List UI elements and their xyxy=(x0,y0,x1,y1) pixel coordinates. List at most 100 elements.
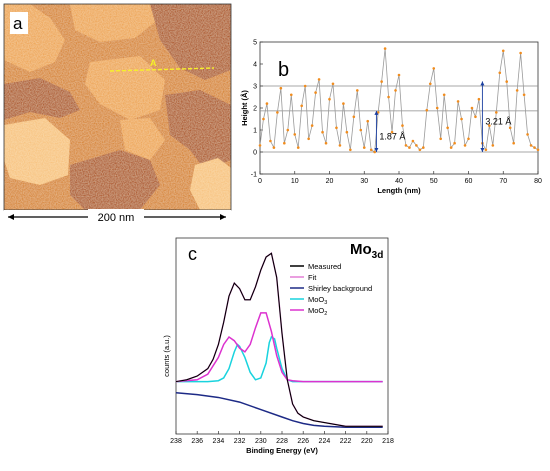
profile-point xyxy=(408,146,411,149)
x-tick-label: 40 xyxy=(395,178,403,185)
afm-terraces xyxy=(4,4,231,210)
profile-point xyxy=(446,126,449,130)
profile-point xyxy=(366,119,370,123)
legend-entry-subscript: 3 xyxy=(324,300,327,306)
profile-point xyxy=(317,78,321,81)
panel-b-label: b xyxy=(278,59,289,81)
legend-entry: Measured xyxy=(308,262,341,271)
profile-point xyxy=(418,148,422,152)
profile-point xyxy=(536,148,540,152)
profile-point xyxy=(449,146,453,149)
y-tick-label: 2 xyxy=(253,106,257,113)
profile-point xyxy=(467,137,470,141)
x-tick-label: 234 xyxy=(213,438,225,445)
profile-point xyxy=(411,139,415,143)
profile-point xyxy=(373,150,376,154)
profile-point xyxy=(286,128,290,132)
profile-line-label: A xyxy=(150,58,157,68)
profile-point xyxy=(463,144,467,147)
x-tick-label: 70 xyxy=(499,178,507,185)
y-tick-label: 3 xyxy=(253,84,257,91)
y-tick-label: 0 xyxy=(253,150,257,157)
profile-point xyxy=(362,146,366,149)
x-tick-label: 20 xyxy=(326,178,334,185)
profile-point xyxy=(508,126,512,130)
x-tick-label: 230 xyxy=(255,438,267,445)
profile-point xyxy=(289,93,293,97)
y-axis-label: counts (a.u.) xyxy=(162,335,171,377)
profile-point xyxy=(460,117,463,121)
legend-entry: MoO2 xyxy=(308,306,327,317)
xps-spectrum-svg: 238 236 234 232 230 228 226 224 222 220 218 Binding… xyxy=(162,237,394,455)
x-tick-label: 238 xyxy=(170,438,182,445)
profile-point xyxy=(425,108,429,112)
x-tick-label: 228 xyxy=(276,438,288,445)
legend-entry: Shirley background xyxy=(308,284,372,293)
scale-bar-label: 200 nm xyxy=(98,212,135,224)
x-tick-label: 236 xyxy=(191,438,203,445)
profile-point xyxy=(296,146,300,149)
x-tick-label: 0 xyxy=(258,178,262,185)
profile-point xyxy=(262,117,265,121)
profile-point xyxy=(335,126,338,130)
y-tick-label: 5 xyxy=(253,40,257,47)
profile-point xyxy=(404,144,408,147)
y-axis-label: Height (Å) xyxy=(240,90,249,126)
arrow-head-icon xyxy=(374,148,379,152)
legend-entry: MoO3 xyxy=(308,295,327,306)
profile-point xyxy=(432,67,436,70)
profile-point xyxy=(505,80,509,83)
profile-point xyxy=(380,80,383,83)
profile-point xyxy=(387,95,390,99)
profile-point xyxy=(331,82,335,86)
profile-point xyxy=(279,86,283,90)
series-line-moo2 xyxy=(175,312,383,383)
x-tick-label: 50 xyxy=(430,178,438,185)
profile-point xyxy=(442,93,446,97)
y-tick-label: 4 xyxy=(253,62,257,69)
profile-point xyxy=(435,106,439,110)
profile-point xyxy=(359,128,363,132)
profile-point xyxy=(401,124,404,127)
arrow-head-icon xyxy=(374,110,379,115)
profile-point xyxy=(349,148,352,152)
profile-point xyxy=(356,89,359,92)
profile-point xyxy=(415,144,418,147)
x-axis-label: Binding Energy (eV) xyxy=(246,446,318,455)
profile-point xyxy=(303,84,307,88)
x-tick-label: 220 xyxy=(361,438,373,445)
x-tick-label: 222 xyxy=(340,438,352,445)
height-annotation: 3.21 Å xyxy=(485,117,511,127)
scale-bar-left-arrow-icon xyxy=(8,214,14,220)
series-line-moo3 xyxy=(176,335,383,383)
profile-point xyxy=(529,144,533,147)
xps-spectrum-chart: 238 236 234 232 230 228 226 224 222 220 218 Binding… xyxy=(160,232,396,466)
profile-point xyxy=(477,97,481,101)
legend-entry: Fit xyxy=(308,273,317,282)
profile-point xyxy=(258,144,262,147)
profile-point xyxy=(515,89,519,92)
profile-line xyxy=(109,67,215,72)
x-tick-label: 224 xyxy=(319,438,331,445)
x-tick-label: 80 xyxy=(534,178,542,185)
series-line-measured xyxy=(175,252,383,427)
profile-point xyxy=(390,130,394,134)
profile-point xyxy=(342,102,345,105)
profile-point xyxy=(293,133,297,136)
profile-point xyxy=(474,115,477,119)
profile-point xyxy=(495,111,498,114)
arrow-head-icon xyxy=(480,81,485,86)
x-tick-label: 30 xyxy=(360,178,368,185)
panel-c-label: c xyxy=(188,244,197,264)
x-tick-label: 232 xyxy=(234,438,246,445)
profile-point xyxy=(272,146,276,149)
profile-point xyxy=(369,148,373,152)
profile-point xyxy=(488,124,491,127)
profile-point xyxy=(328,97,331,101)
chart-title-subscript: 3d xyxy=(372,250,384,261)
profile-point xyxy=(276,111,279,114)
y-tick-label: 1 xyxy=(253,128,257,135)
panel-b-label-box xyxy=(276,56,296,80)
profile-point xyxy=(533,146,536,149)
